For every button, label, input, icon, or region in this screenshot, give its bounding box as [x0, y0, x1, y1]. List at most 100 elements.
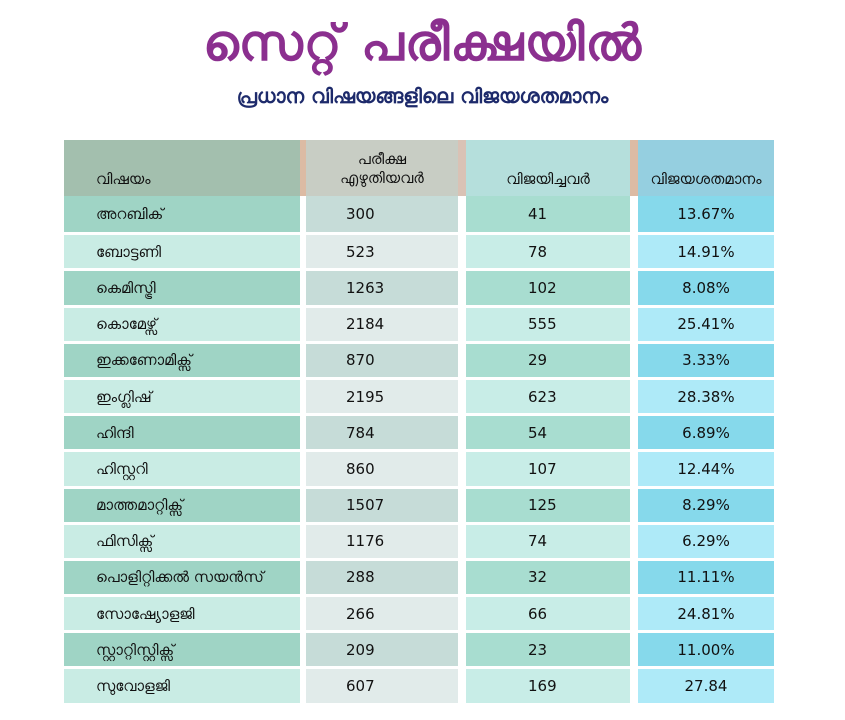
passed-cell: 555 [466, 307, 630, 341]
column-gap [458, 597, 466, 630]
subject-cell: പൊളിറ്റിക്കൽ സയൻസ് [64, 560, 300, 595]
header-appeared-line1: പരീക്ഷ [357, 150, 407, 168]
subject-cell: കെമിസ്ട്രി [64, 271, 300, 305]
column-gap [630, 669, 638, 702]
column-gap [458, 525, 466, 558]
column-gap [630, 140, 638, 196]
passed-cell: 102 [466, 271, 630, 305]
appeared-cell: 2195 [306, 379, 458, 414]
subject-cell: സോഷ്യോളജി [64, 597, 300, 631]
column-gap [630, 235, 638, 268]
percent-cell: 13.67% [638, 196, 774, 233]
passed-cell: 78 [466, 235, 630, 269]
subject-cell: സ്റ്റാറ്റിസ്റ്റിക്സ് [64, 633, 300, 667]
subject-cell: സുവോളജി [64, 669, 300, 703]
column-gap [458, 561, 466, 594]
column-gap [630, 308, 638, 341]
column-gap [458, 344, 466, 377]
percent-cell: 25.41% [638, 307, 774, 341]
column-gap [458, 235, 466, 268]
subject-cell: മാത്തമാറ്റിക്സ് [64, 488, 300, 522]
column-gap [630, 196, 638, 232]
page-subtitle: പ്രധാന വിഷയങ്ങളിലെ വിജയശതമാനം [236, 84, 609, 108]
table-row: ഇംഗ്ലിഷ് 2195 623 28.38% [64, 376, 774, 414]
column-gap [630, 344, 638, 377]
column-gap [458, 140, 466, 196]
table-row: ഫിസിക്സ് 1176 74 6.29% [64, 521, 774, 558]
passed-cell: 623 [466, 379, 630, 414]
subject-cell: ഹിസ്റ്ററി [64, 452, 300, 486]
percent-cell: 3.33% [638, 343, 774, 377]
appeared-cell: 209 [306, 633, 458, 667]
subject-cell: ഇംഗ്ലിഷ് [64, 379, 300, 414]
subject-cell: കൊമേഴ്സ് [64, 307, 300, 341]
column-gap [630, 597, 638, 630]
percent-cell: 24.81% [638, 597, 774, 631]
appeared-cell: 300 [306, 196, 458, 233]
appeared-cell: 784 [306, 416, 458, 450]
subject-cell: അറബിക് [64, 196, 300, 233]
appeared-cell: 1176 [306, 524, 458, 558]
column-gap [458, 196, 466, 232]
table-row: സോഷ്യോളജി 266 66 24.81% [64, 594, 774, 631]
percent-cell: 6.29% [638, 524, 774, 558]
passed-cell: 29 [466, 343, 630, 377]
column-gap [458, 271, 466, 304]
header-appeared: പരീക്ഷ എഴുതിയവർ [306, 140, 458, 196]
column-gap [458, 489, 466, 522]
percent-cell: 12.44% [638, 452, 774, 486]
column-gap [458, 452, 466, 485]
column-gap [458, 380, 466, 413]
percent-cell: 11.00% [638, 633, 774, 667]
table-row: ബോട്ടണി 523 78 14.91% [64, 232, 774, 269]
column-gap [458, 669, 466, 702]
table-row: പൊളിറ്റിക്കൽ സയൻസ് 288 32 11.11% [64, 557, 774, 595]
table-row: ഇക്കണോമിക്സ് 870 29 3.33% [64, 340, 774, 377]
header-appeared-line2: എഴുതിയവർ [340, 169, 424, 187]
passed-cell: 74 [466, 524, 630, 558]
header-passed: വിജയിച്ചവർ [466, 140, 630, 196]
passed-cell: 41 [466, 196, 630, 233]
percent-cell: 8.08% [638, 271, 774, 305]
table-row: സ്റ്റാറ്റിസ്റ്റിക്സ് 209 23 11.00% [64, 630, 774, 667]
table-body: അറബിക് 300 41 13.67% ബോട്ടണി 523 78 14.91% കെമിസ… [64, 196, 774, 703]
column-gap [630, 633, 638, 666]
column-gap [300, 140, 306, 196]
passed-cell: 54 [466, 416, 630, 450]
percent-cell: 14.91% [638, 235, 774, 269]
subject-cell: ഹിന്ദി [64, 416, 300, 450]
passed-cell: 32 [466, 560, 630, 595]
column-gap [458, 633, 466, 666]
percent-cell: 28.38% [638, 379, 774, 414]
column-gap [630, 561, 638, 594]
percent-cell: 8.29% [638, 488, 774, 522]
table-row: മാത്തമാറ്റിക്സ് 1507 125 8.29% [64, 485, 774, 522]
subject-cell: ഫിസിക്സ് [64, 524, 300, 558]
appeared-cell: 870 [306, 343, 458, 377]
column-gap [630, 489, 638, 522]
appeared-cell: 288 [306, 560, 458, 595]
appeared-cell: 607 [306, 669, 458, 703]
passed-cell: 66 [466, 597, 630, 631]
passed-cell: 23 [466, 633, 630, 667]
table-row: കൊമേഴ്സ് 2184 555 25.41% [64, 304, 774, 341]
appeared-cell: 523 [306, 235, 458, 269]
appeared-cell: 860 [306, 452, 458, 486]
column-gap [458, 416, 466, 449]
table-row: ഹിന്ദി 784 54 6.89% [64, 413, 774, 450]
passed-cell: 169 [466, 669, 630, 703]
table-row: കെമിസ്ട്രി 1263 102 8.08% [64, 268, 774, 305]
column-gap [630, 380, 638, 413]
column-gap [630, 416, 638, 449]
table-header: വിഷയം പരീക്ഷ എഴുതിയവർ വിജയിച്ചവർ വിജയശതമ… [64, 140, 774, 196]
header-percent: വിജയശതമാനം [638, 140, 774, 196]
results-table: വിഷയം പരീക്ഷ എഴുതിയവർ വിജയിച്ചവർ വിജയശതമ… [64, 140, 774, 703]
percent-cell: 11.11% [638, 560, 774, 595]
percent-cell: 6.89% [638, 416, 774, 450]
passed-cell: 107 [466, 452, 630, 486]
appeared-cell: 266 [306, 597, 458, 631]
subject-cell: ബോട്ടണി [64, 235, 300, 269]
subject-cell: ഇക്കണോമിക്സ് [64, 343, 300, 377]
table-row: സുവോളജി 607 169 27.84 [64, 666, 774, 703]
appeared-cell: 1263 [306, 271, 458, 305]
